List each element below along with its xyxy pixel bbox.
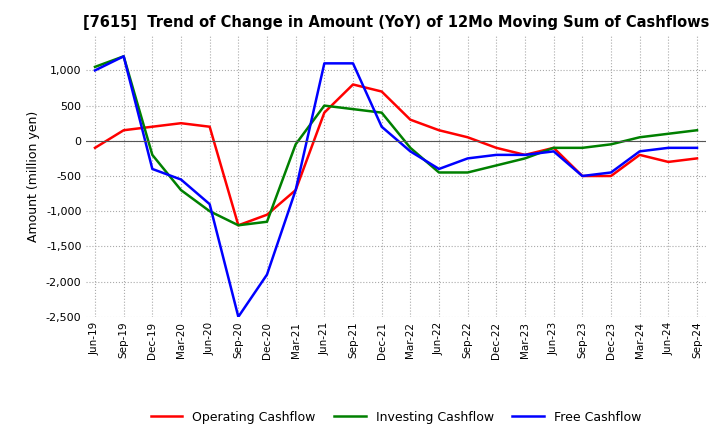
Operating Cashflow (664, 159, 672, 165)
Line: Investing Cashflow: Investing Cashflow (95, 56, 697, 225)
Operating Cashflow (549, 145, 558, 150)
Investing Cashflow (91, 64, 99, 70)
Free Cashflow (120, 54, 128, 59)
Free Cashflow (607, 170, 616, 175)
Investing Cashflow (234, 223, 243, 228)
Operating Cashflow (406, 117, 415, 122)
Free Cashflow (664, 145, 672, 150)
Free Cashflow (435, 166, 444, 172)
Free Cashflow (635, 149, 644, 154)
Line: Operating Cashflow: Operating Cashflow (95, 84, 697, 225)
Investing Cashflow (607, 142, 616, 147)
Free Cashflow (406, 149, 415, 154)
Free Cashflow (549, 149, 558, 154)
Free Cashflow (234, 314, 243, 319)
Operating Cashflow (234, 223, 243, 228)
Investing Cashflow (205, 209, 214, 214)
Investing Cashflow (549, 145, 558, 150)
Operating Cashflow (693, 156, 701, 161)
Operating Cashflow (492, 145, 500, 150)
Investing Cashflow (521, 156, 529, 161)
Operating Cashflow (91, 145, 99, 150)
Investing Cashflow (348, 106, 357, 112)
Free Cashflow (91, 68, 99, 73)
Investing Cashflow (148, 152, 157, 158)
Operating Cashflow (148, 124, 157, 129)
Operating Cashflow (435, 128, 444, 133)
Operating Cashflow (320, 110, 328, 115)
Free Cashflow (320, 61, 328, 66)
Operating Cashflow (205, 124, 214, 129)
Free Cashflow (578, 173, 587, 179)
Investing Cashflow (578, 145, 587, 150)
Investing Cashflow (664, 131, 672, 136)
Investing Cashflow (635, 135, 644, 140)
Investing Cashflow (292, 142, 300, 147)
Free Cashflow (377, 124, 386, 129)
Operating Cashflow (176, 121, 185, 126)
Operating Cashflow (578, 173, 587, 179)
Legend: Operating Cashflow, Investing Cashflow, Free Cashflow: Operating Cashflow, Investing Cashflow, … (146, 406, 646, 429)
Operating Cashflow (607, 173, 616, 179)
Investing Cashflow (693, 128, 701, 133)
Operating Cashflow (348, 82, 357, 87)
Operating Cashflow (377, 89, 386, 94)
Operating Cashflow (521, 152, 529, 158)
Free Cashflow (693, 145, 701, 150)
Free Cashflow (492, 152, 500, 158)
Line: Free Cashflow: Free Cashflow (95, 56, 697, 317)
Investing Cashflow (176, 187, 185, 193)
Title: [7615]  Trend of Change in Amount (YoY) of 12Mo Moving Sum of Cashflows: [7615] Trend of Change in Amount (YoY) o… (83, 15, 709, 30)
Investing Cashflow (377, 110, 386, 115)
Investing Cashflow (492, 163, 500, 168)
Operating Cashflow (120, 128, 128, 133)
Investing Cashflow (406, 145, 415, 150)
Investing Cashflow (435, 170, 444, 175)
Investing Cashflow (120, 54, 128, 59)
Free Cashflow (348, 61, 357, 66)
Investing Cashflow (464, 170, 472, 175)
Free Cashflow (521, 152, 529, 158)
Free Cashflow (176, 177, 185, 182)
Investing Cashflow (263, 219, 271, 224)
Y-axis label: Amount (million yen): Amount (million yen) (27, 110, 40, 242)
Free Cashflow (148, 166, 157, 172)
Operating Cashflow (635, 152, 644, 158)
Free Cashflow (263, 272, 271, 277)
Investing Cashflow (320, 103, 328, 108)
Operating Cashflow (263, 212, 271, 217)
Free Cashflow (292, 187, 300, 193)
Free Cashflow (464, 156, 472, 161)
Operating Cashflow (464, 135, 472, 140)
Operating Cashflow (292, 187, 300, 193)
Free Cashflow (205, 202, 214, 207)
